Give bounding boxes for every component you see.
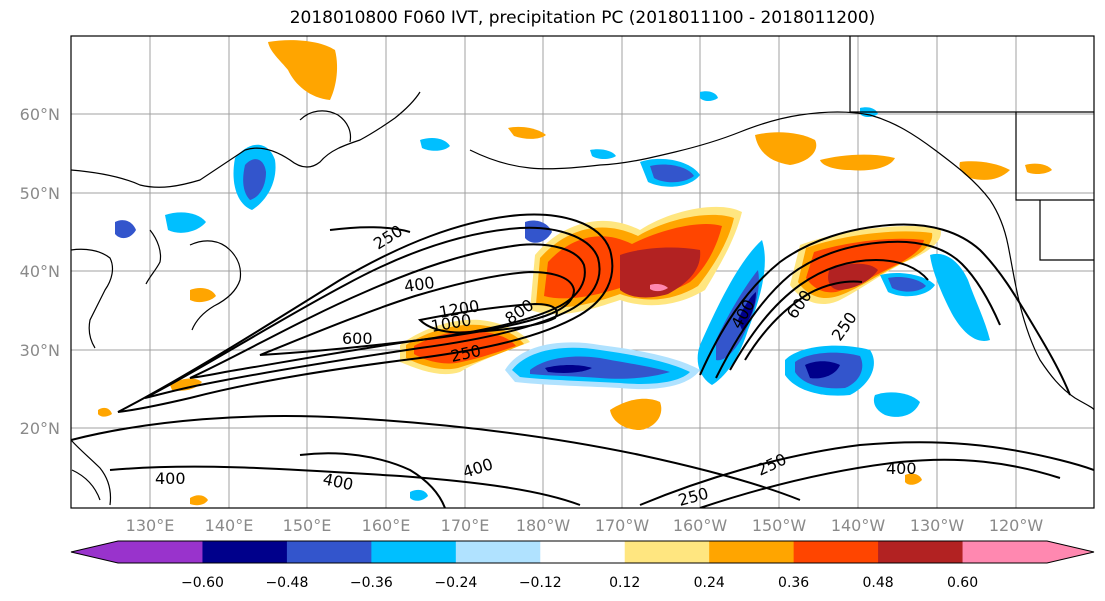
colorbar-tick-label: 0.60 — [947, 575, 978, 591]
lon-label: 180°W — [516, 516, 571, 535]
colorbar-max-extension — [1047, 541, 1094, 563]
colorbar-tick-label: −0.60 — [181, 575, 224, 591]
colorbar: −0.60 −0.48 −0.36 −0.24 −0.12 0.12 0.24 0.36 0.4… — [70, 540, 1095, 591]
colorbar-tick-label: 0.36 — [778, 575, 809, 591]
contour-label: 400 — [886, 459, 917, 478]
colorbar-min-extension — [71, 541, 118, 563]
colorbar-tick-label: −0.12 — [519, 575, 562, 591]
colorbar-segment — [793, 541, 879, 563]
precip-negative-shading — [115, 91, 990, 501]
colorbar-segment — [624, 541, 710, 563]
colorbar-tick-label: −0.36 — [350, 575, 393, 591]
colorbar-segment — [962, 541, 1048, 563]
precip-positive-shading — [98, 40, 1052, 506]
map-gridlines — [71, 36, 1094, 508]
lon-label: 150°E — [283, 516, 332, 535]
lon-label: 160°W — [673, 516, 728, 535]
contour-label: 400 — [155, 469, 186, 488]
colorbar-tick-label: 0.24 — [694, 575, 725, 591]
lon-label: 140°E — [205, 516, 254, 535]
colorbar-tick-label: 0.48 — [863, 575, 894, 591]
coastlines — [71, 36, 1094, 506]
colorbar-segment — [118, 541, 203, 563]
lat-label: 50°N — [20, 184, 60, 203]
lon-label: 130°W — [910, 516, 965, 535]
colorbar-segment — [286, 541, 372, 563]
lon-label: 120°W — [989, 516, 1044, 535]
lat-label: 30°N — [20, 341, 60, 360]
contour-label: 600 — [342, 329, 373, 348]
colorbar-tick-label: −0.24 — [434, 575, 477, 591]
lon-label: 140°W — [831, 516, 886, 535]
map-title: 2018010800 F060 IVT, precipitation PC (2… — [289, 8, 876, 28]
lon-label: 170°W — [595, 516, 650, 535]
lon-label: 150°W — [752, 516, 807, 535]
colorbar-segment — [878, 541, 964, 563]
lat-label: 40°N — [20, 262, 60, 281]
longitude-labels: 130°E 140°E 150°E 160°E 170°E 180°W 170°… — [126, 516, 1044, 535]
lon-label: 130°E — [126, 516, 175, 535]
colorbar-segment — [455, 541, 541, 563]
lon-label: 160°E — [362, 516, 411, 535]
lat-label: 60°N — [20, 105, 60, 124]
colorbar-outline — [70, 540, 1095, 564]
lat-label: 20°N — [20, 419, 60, 438]
lon-label: 170°E — [441, 516, 490, 535]
contour-label: 400 — [403, 273, 436, 296]
latitude-labels: 60°N 50°N 40°N 30°N 20°N — [20, 105, 60, 438]
colorbar-segment — [709, 541, 795, 563]
colorbar-segment — [371, 541, 457, 563]
colorbar-segment — [202, 541, 288, 563]
colorbar-tick-label: 0.12 — [609, 575, 640, 591]
map-frame — [70, 35, 1095, 509]
colorbar-tick-label: −0.48 — [265, 575, 308, 591]
colorbar-segment — [540, 541, 626, 563]
ivt-contours — [71, 213, 1094, 508]
